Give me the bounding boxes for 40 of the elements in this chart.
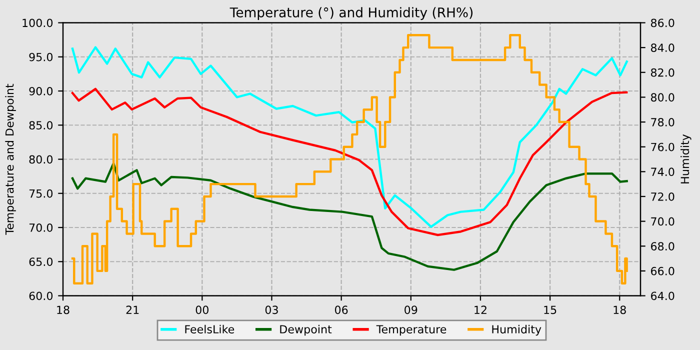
x-tick-label: 18 — [614, 306, 626, 314]
y-tick-label: 70.0 — [29, 223, 53, 232]
y2-tick-label: 72.0 — [651, 192, 674, 201]
y2-tick-label: 66.0 — [651, 266, 674, 276]
y-tick-label: 65.0 — [29, 258, 53, 266]
legend-label: FeelsLike — [185, 324, 234, 334]
y2-tick-label: 70.0 — [651, 217, 674, 226]
x-tick-label: 03 — [265, 306, 278, 314]
y-tick-label: 60.0 — [29, 292, 53, 300]
y-tick-label: 100.0 — [22, 18, 53, 28]
y-tick-label: 80.0 — [29, 155, 53, 164]
y2-tick-label: 74.0 — [651, 168, 674, 176]
y2-tick-label: 76.0 — [651, 142, 674, 152]
legend-label: Humidity — [492, 324, 542, 336]
y2-tick-label: 68.0 — [651, 242, 674, 250]
y2-tick-label: 80.0 — [650, 93, 674, 102]
y-tick-label: 75.0 — [29, 189, 53, 198]
x-tick-label: 15 — [544, 306, 556, 314]
y2-tick-label: 64.0 — [651, 292, 674, 300]
x-tick-label: 09 — [404, 306, 418, 314]
y-tick-label: 95.0 — [29, 52, 53, 62]
y-tick-label: 90.0 — [29, 86, 53, 96]
y2-tick-label: 78.0 — [651, 118, 674, 126]
y2-tick-label: 86.0 — [650, 18, 674, 28]
y-tick-label: 85.0 — [29, 121, 53, 130]
y2-tick-label: 82.0 — [650, 68, 674, 77]
x-tick-label: 12 — [474, 306, 486, 314]
line-series — [71, 88, 628, 236]
x-tick-label: 06 — [334, 306, 348, 314]
y2-tick-label: 84.0 — [650, 44, 674, 52]
legend-label: Dewpoint — [280, 324, 332, 336]
x-tick-label: 00 — [196, 306, 208, 314]
x-tick-label: 18 — [57, 306, 70, 314]
y-axis-title: Temperature and Dewpoint — [5, 84, 16, 235]
y2-axis-title: Humidity — [680, 134, 692, 184]
chart-title: Temperature (°) and Humidity (RH%) — [230, 7, 473, 20]
line-series — [71, 162, 628, 271]
legend-label: Temperature — [376, 325, 446, 336]
x-tick-label: 21 — [126, 306, 139, 314]
line-series — [71, 46, 628, 228]
